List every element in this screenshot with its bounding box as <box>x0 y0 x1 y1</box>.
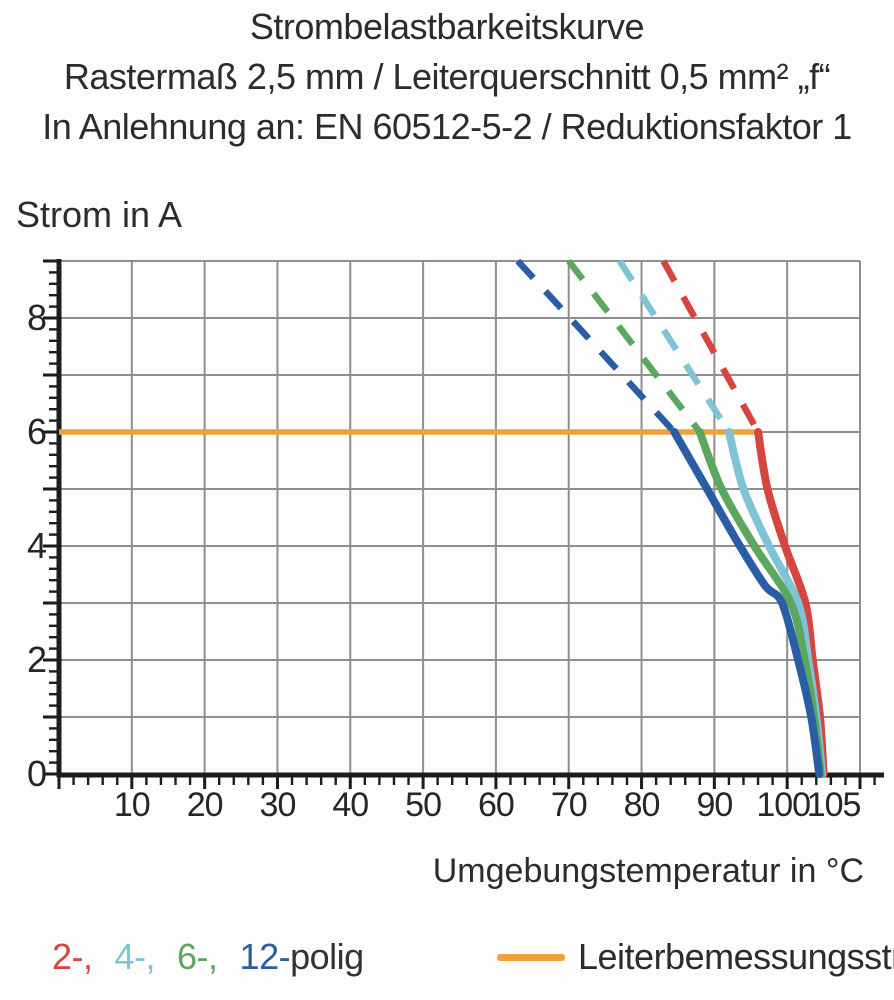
x-tick-label: 105 <box>807 786 861 824</box>
y-tick-label: 8 <box>27 297 46 338</box>
legend-item-4pole: 4-, <box>114 936 156 977</box>
curve-solid-12-polig <box>670 428 824 778</box>
x-tick-label: 50 <box>405 786 441 824</box>
x-axis-title: Umgebungstemperatur in °C <box>432 852 864 890</box>
legend-item-6pole: 6-, <box>177 936 218 977</box>
chart-title-line2: Rastermaß 2,5 mm / Leiterquerschnitt 0,5… <box>63 56 831 97</box>
legend-item-12pole-group: 12- polig <box>239 936 365 978</box>
curve-dashed-2-polig <box>660 259 761 434</box>
curve-dashed-6-polig <box>566 259 703 434</box>
x-tick-label: 20 <box>187 786 223 824</box>
x-tick-label: 100 <box>756 786 810 824</box>
reference-line-label: Leiterbemessungsstrom <box>578 936 894 977</box>
x-tick-label: 40 <box>332 786 368 824</box>
legend-item-2pole: 2-, <box>52 936 93 977</box>
legend-pole-counts: 2-, 4-, 6-, 12- polig <box>52 936 364 978</box>
x-tick-label: 70 <box>551 786 587 824</box>
curve-dashed-12-polig <box>515 258 677 435</box>
chart-title-block: Strombelastbarkeitskurve Rastermaß 2,5 m… <box>0 2 894 152</box>
y-tick-label: 4 <box>27 525 46 566</box>
legend-pole-suffix: polig <box>290 936 364 977</box>
curve-dashed-4-polig <box>616 259 732 434</box>
y-axis-title: Strom in A <box>16 194 183 235</box>
x-tick-label: 10 <box>114 786 150 824</box>
chart-title-line3: In Anlehnung an: EN 60512-5-2 / Reduktio… <box>42 106 852 147</box>
y-tick-label: 6 <box>27 411 46 452</box>
x-tick-label: 30 <box>260 786 296 824</box>
x-tick-label: 60 <box>478 786 514 824</box>
x-tick-label: 80 <box>624 786 660 824</box>
x-tick-label: 90 <box>696 786 732 824</box>
y-tick-label: 2 <box>27 639 46 680</box>
chart-title-line1: Strombelastbarkeitskurve <box>249 6 645 47</box>
reference-line-swatch <box>497 954 565 961</box>
legend-item-12pole: 12- <box>239 936 291 977</box>
y-tick-label: 0 <box>27 753 46 794</box>
